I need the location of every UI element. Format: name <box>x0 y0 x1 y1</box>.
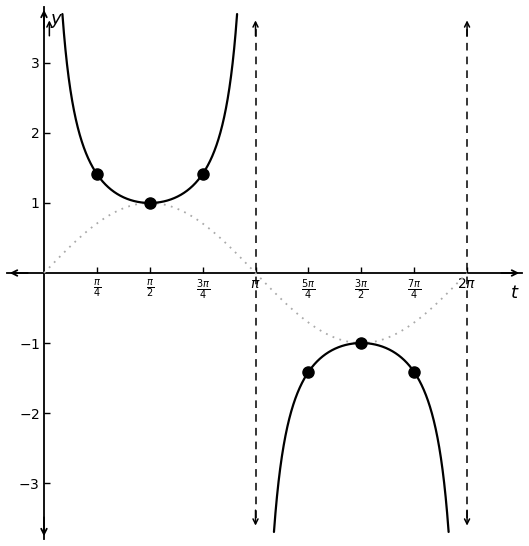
Text: t: t <box>510 283 517 301</box>
Text: y: y <box>51 10 61 28</box>
